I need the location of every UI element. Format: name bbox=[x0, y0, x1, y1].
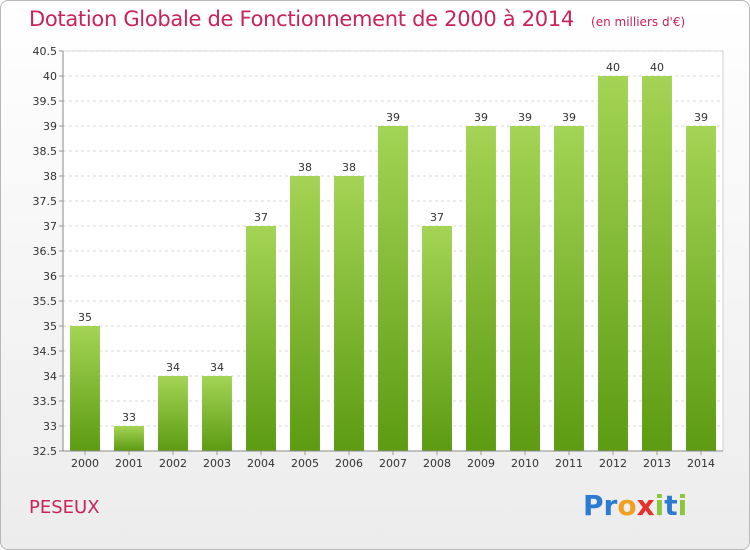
data-label: 37 bbox=[430, 211, 444, 224]
x-tick-label: 2004 bbox=[247, 457, 275, 470]
bar bbox=[290, 176, 320, 451]
logo-letter: x bbox=[636, 489, 655, 522]
bar bbox=[642, 76, 672, 451]
y-tick-label: 32.5 bbox=[33, 445, 58, 458]
y-tick-label: 35.5 bbox=[33, 295, 58, 308]
bar bbox=[202, 376, 232, 451]
data-label: 35 bbox=[78, 311, 92, 324]
x-tick-label: 2007 bbox=[379, 457, 407, 470]
y-tick-label: 33.5 bbox=[33, 395, 58, 408]
commune-name: PESEUX bbox=[29, 497, 100, 518]
y-tick-label: 37.5 bbox=[33, 195, 58, 208]
x-tick-label: 2010 bbox=[511, 457, 539, 470]
bar bbox=[246, 226, 276, 451]
x-tick-label: 2013 bbox=[643, 457, 671, 470]
bar bbox=[422, 226, 452, 451]
y-tick-label: 38 bbox=[43, 170, 57, 183]
bar bbox=[158, 376, 188, 451]
bar bbox=[554, 126, 584, 451]
logo-letter: o bbox=[617, 489, 637, 522]
chart-title: Dotation Globale de Fonctionnement de 20… bbox=[29, 7, 574, 31]
title-row: Dotation Globale de Fonctionnement de 20… bbox=[29, 7, 685, 31]
data-label: 33 bbox=[122, 411, 136, 424]
x-tick-label: 2011 bbox=[555, 457, 583, 470]
y-tick-label: 40 bbox=[43, 70, 57, 83]
data-label: 39 bbox=[518, 111, 532, 124]
x-tick-label: 2005 bbox=[291, 457, 319, 470]
data-label: 34 bbox=[166, 361, 180, 374]
data-label: 38 bbox=[342, 161, 356, 174]
y-tick-label: 35 bbox=[43, 320, 57, 333]
y-tick-label: 39 bbox=[43, 120, 57, 133]
logo-letter: i bbox=[677, 489, 688, 522]
x-tick-label: 2001 bbox=[115, 457, 143, 470]
chart-subtitle: (en milliers d'€) bbox=[591, 15, 686, 29]
logo-letter: P bbox=[583, 489, 604, 522]
y-tick-label: 33 bbox=[43, 420, 57, 433]
data-label: 39 bbox=[386, 111, 400, 124]
data-label: 39 bbox=[562, 111, 576, 124]
bar bbox=[334, 176, 364, 451]
y-tick-label: 34.5 bbox=[33, 345, 58, 358]
y-tick-label: 38.5 bbox=[33, 145, 58, 158]
data-label: 37 bbox=[254, 211, 268, 224]
x-tick-label: 2012 bbox=[599, 457, 627, 470]
logo-letter: t bbox=[664, 489, 678, 522]
bar bbox=[378, 126, 408, 451]
y-tick-label: 34 bbox=[43, 370, 57, 383]
x-tick-label: 2014 bbox=[687, 457, 715, 470]
x-tick-label: 2008 bbox=[423, 457, 451, 470]
x-tick-label: 2003 bbox=[203, 457, 231, 470]
bar bbox=[598, 76, 628, 451]
data-label: 39 bbox=[694, 111, 708, 124]
y-tick-label: 36 bbox=[43, 270, 57, 283]
data-label: 39 bbox=[474, 111, 488, 124]
y-tick-label: 36.5 bbox=[33, 245, 58, 258]
data-label: 34 bbox=[210, 361, 224, 374]
logo-letter: i bbox=[654, 489, 665, 522]
proxiti-logo: Proxiti bbox=[583, 489, 687, 522]
y-tick-label: 37 bbox=[43, 220, 57, 233]
data-label: 38 bbox=[298, 161, 312, 174]
y-tick-label: 40.5 bbox=[33, 45, 58, 58]
bar bbox=[466, 126, 496, 451]
bar bbox=[70, 326, 100, 451]
logo-letter: r bbox=[603, 489, 618, 522]
bar bbox=[114, 426, 144, 451]
x-tick-label: 2000 bbox=[71, 457, 99, 470]
x-tick-label: 2006 bbox=[335, 457, 363, 470]
data-label: 40 bbox=[650, 61, 664, 74]
x-tick-label: 2002 bbox=[159, 457, 187, 470]
x-tick-label: 2009 bbox=[467, 457, 495, 470]
bar bbox=[686, 126, 716, 451]
y-tick-label: 39.5 bbox=[33, 95, 58, 108]
data-label: 40 bbox=[606, 61, 620, 74]
bar bbox=[510, 126, 540, 451]
